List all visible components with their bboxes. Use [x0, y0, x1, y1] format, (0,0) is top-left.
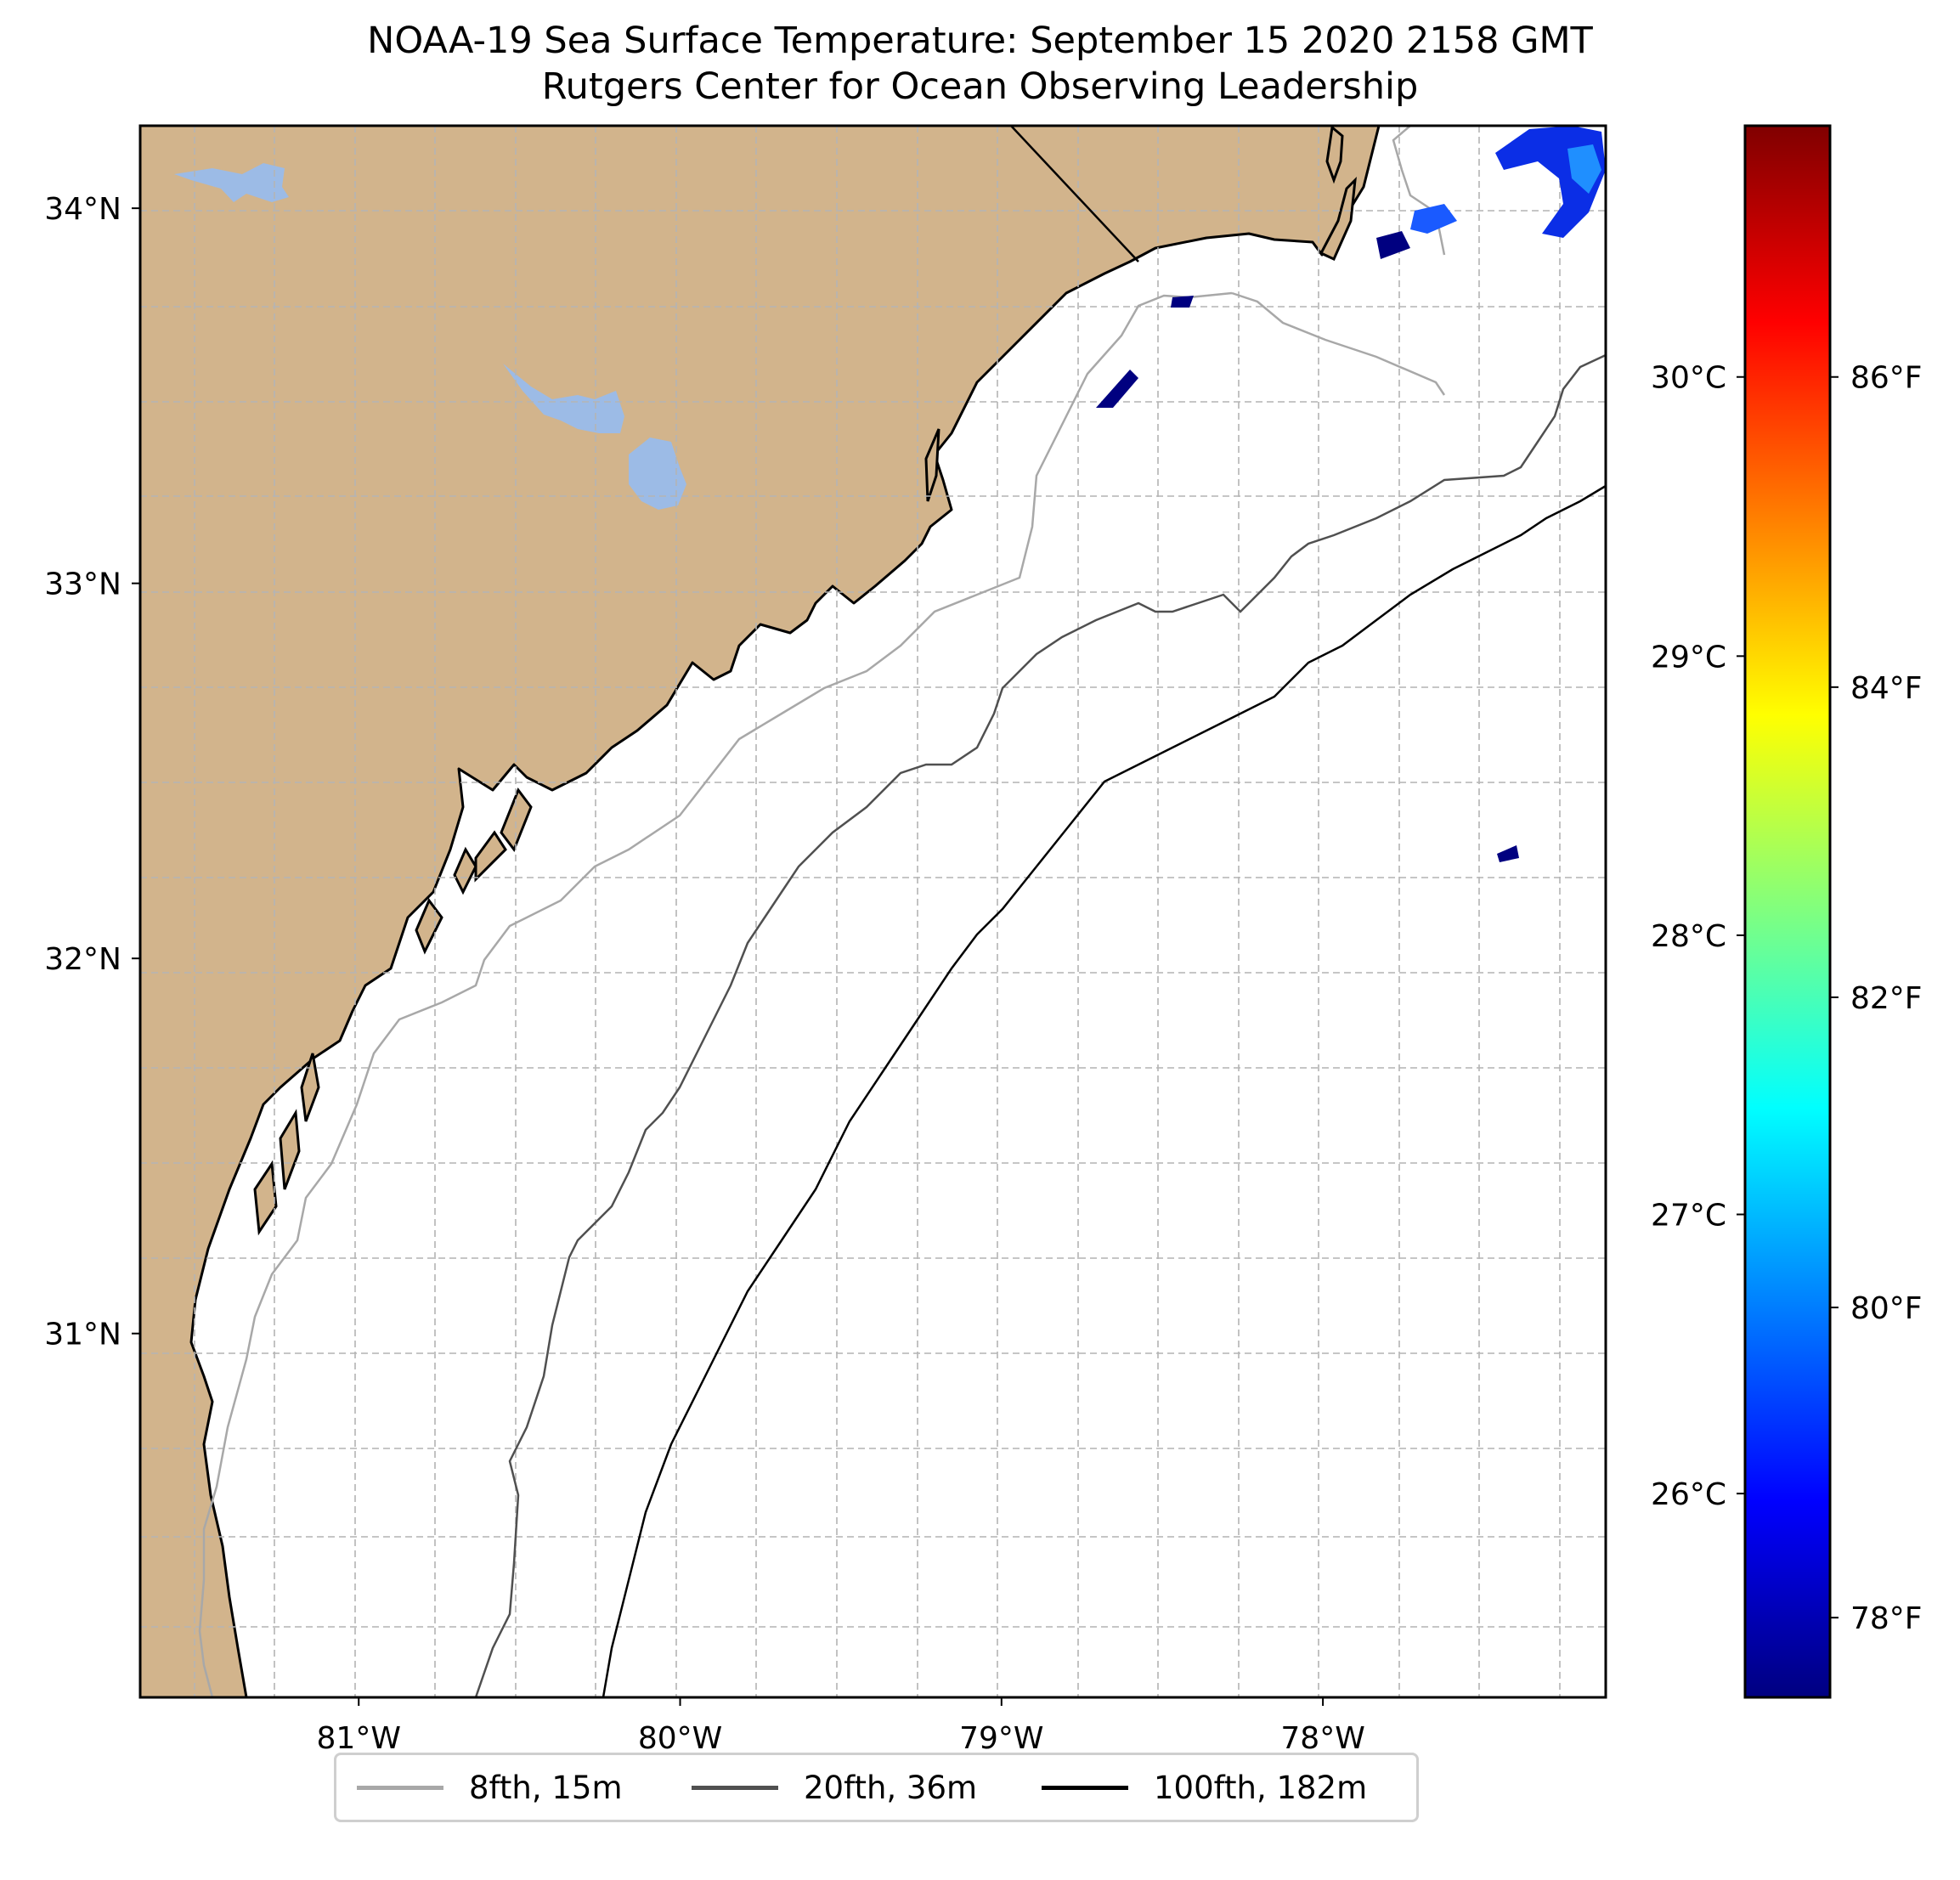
lon-tick-label: 79°W — [959, 1721, 1043, 1756]
colorbar-fahrenheit-label: 84°F — [1850, 671, 1923, 706]
lat-tick-label: 34°N — [44, 192, 121, 227]
land-island — [300, 1053, 320, 1122]
legend-swatch — [1042, 1785, 1128, 1790]
land-island — [253, 1160, 278, 1236]
land-island — [279, 1109, 301, 1190]
state-border — [1010, 126, 1139, 263]
isobath-100fth — [602, 484, 1606, 1697]
colorbar-celsius-label: 27°C — [1651, 1199, 1726, 1234]
legend-swatch — [692, 1785, 778, 1790]
colorbar-celsius-label: 26°C — [1651, 1477, 1726, 1512]
gridlines — [140, 126, 1606, 1697]
legend: 8fth, 15m 20fth, 36m 100fth, 182m — [334, 1753, 1419, 1822]
colorbar-fahrenheit-label: 82°F — [1850, 981, 1923, 1016]
sst-patch — [1410, 204, 1457, 234]
chart-title: NOAA-19 Sea Surface Temperature: Septemb… — [367, 20, 1593, 62]
land-island — [924, 428, 940, 502]
lat-tick-label: 31°N — [44, 1318, 121, 1352]
land-island — [1325, 126, 1344, 184]
sst-patch — [1171, 296, 1194, 308]
colorbar-celsius-label: 30°C — [1651, 361, 1726, 396]
land-island — [500, 787, 533, 853]
legend-label: 8fth, 15m — [469, 1769, 623, 1806]
colorbar-fahrenheit-label: 78°F — [1850, 1601, 1923, 1636]
sst-patch — [1497, 845, 1519, 862]
colorbar-gradient — [1743, 124, 1832, 1699]
colorbar-fahrenheit-label: 80°F — [1850, 1291, 1923, 1326]
sst-patch — [1567, 144, 1601, 194]
legend-item-8fth: 8fth, 15m — [357, 1755, 623, 1820]
legend-label: 100fth, 182m — [1154, 1769, 1368, 1806]
legend-item-100fth: 100fth, 182m — [1042, 1755, 1367, 1820]
colorbar-fahrenheit-label: 86°F — [1850, 361, 1923, 396]
lake — [503, 364, 624, 433]
lat-tick-label: 32°N — [44, 942, 121, 977]
lon-tick-label: 81°W — [317, 1721, 401, 1756]
lon-tick-label: 78°W — [1280, 1721, 1364, 1756]
land-island — [474, 830, 507, 883]
map-frame — [138, 124, 1607, 1699]
isobath-20fth — [474, 353, 1606, 1697]
colorbar-celsius-label: 29°C — [1651, 640, 1726, 675]
land-mainland — [140, 126, 1381, 1697]
lon-tick-label: 80°W — [638, 1721, 722, 1756]
colorbar-celsius-label: 28°C — [1651, 919, 1726, 954]
lat-tick-label: 33°N — [44, 567, 121, 602]
legend-item-20fth: 20fth, 36m — [692, 1755, 977, 1820]
lake — [174, 163, 289, 202]
land-island — [1319, 176, 1357, 262]
sst-patch — [1376, 231, 1410, 259]
legend-label: 20fth, 36m — [804, 1769, 978, 1806]
sst-patch — [1096, 370, 1138, 408]
legend-swatch — [357, 1785, 443, 1790]
lake — [629, 438, 686, 510]
chart-subtitle: Rutgers Center for Ocean Observing Leade… — [541, 65, 1419, 108]
land-island — [453, 846, 477, 895]
